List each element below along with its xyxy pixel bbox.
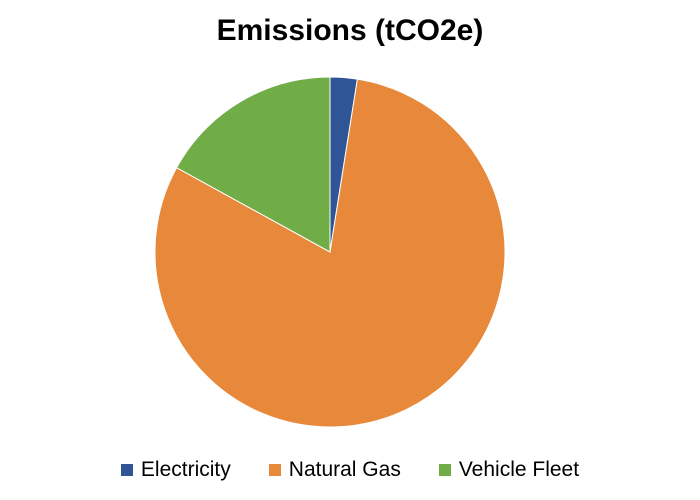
legend-label-electricity: Electricity <box>140 458 231 481</box>
legend-swatch-vehicle-fleet <box>438 464 451 476</box>
chart-title: Emissions (tCO2e) <box>216 14 484 47</box>
legend-swatch-electricity <box>120 464 133 476</box>
legend-item-natural-gas: Natural Gas <box>268 458 401 482</box>
legend-label-natural-gas: Natural Gas <box>288 458 401 481</box>
pie-slice-natural-gas <box>154 78 506 428</box>
pie-slice-vehicle-fleet <box>175 76 331 253</box>
legend-item-vehicle-fleet: Vehicle Fleet <box>438 458 580 482</box>
legend-swatch-natural-gas <box>268 464 281 476</box>
legend: Electricity Natural Gas Vehicle Fleet <box>0 458 700 482</box>
legend-label-vehicle-fleet: Vehicle Fleet <box>458 458 580 481</box>
legend-item-electricity: Electricity <box>120 458 231 482</box>
